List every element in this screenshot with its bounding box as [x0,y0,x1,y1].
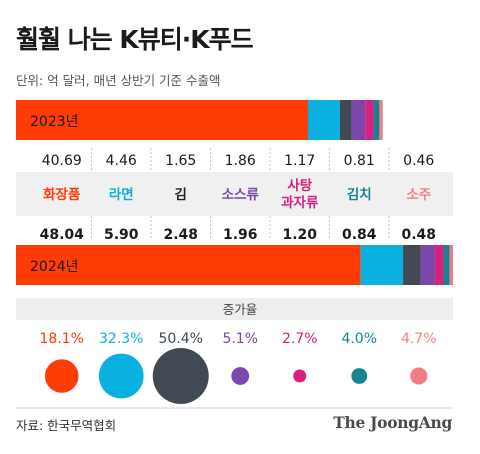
value-label: 48.04 [40,227,85,243]
growth-header-band [16,298,453,320]
bar-segment [365,100,374,140]
growth-circle [152,348,209,404]
growth-rate-label: 4.0% [341,331,377,347]
value-label: 1.65 [165,153,196,169]
growth-circle [351,368,368,384]
category-label: 김 [175,187,187,203]
value-label: 1.96 [223,227,258,243]
growth-rate-label: 2.7% [282,331,318,347]
growth-rate-label: 50.4% [159,331,203,347]
growth-title: 증가율 [223,302,258,317]
value-label: 5.90 [104,227,139,243]
bar-segment [434,245,444,285]
category-label: 라면 [109,186,134,203]
bar-segment [307,100,340,140]
bar-segment [16,245,361,285]
growth-circle [410,367,428,385]
source-note: 자료: 한국무역협회 [16,418,117,433]
growth-rate-label: 32.3% [99,331,143,347]
value-label: 0.48 [401,227,436,243]
value-label: 4.46 [106,153,137,169]
value-label: 1.86 [225,153,256,169]
bar-segment [420,245,435,285]
value-label: 0.84 [342,227,377,243]
value-label: 1.20 [282,227,317,243]
value-label: 0.81 [344,153,375,169]
growth-rate-label: 4.7% [401,331,437,347]
series-name-label: 2023년 [30,114,79,130]
bar-segment [449,245,453,285]
growth-circle [231,367,250,385]
bar-segment [360,245,404,285]
bar-segment [443,245,450,285]
brand-logo: The JoongAng [333,413,452,432]
bar-segment [373,100,380,140]
bar-segment [339,100,352,140]
chart-title: 훨훨 나는 K뷰티·K푸드 [16,25,254,54]
growth-circle [44,359,79,393]
growth-circle [293,369,307,383]
growth-rate-label: 5.1% [222,331,258,347]
category-label: 사탕 [287,177,312,194]
category-label: 과자류 [281,195,319,211]
category-band [16,172,453,216]
value-label: 1.17 [284,153,315,169]
category-label: 김치 [347,187,372,203]
bar-segment [16,100,308,140]
category-label: 소스류 [222,187,260,203]
growth-circle [98,353,144,399]
value-label: 2.48 [163,227,198,243]
value-label: 0.46 [403,153,434,169]
bar-segment [403,245,421,285]
series-name-label: 2024년 [30,259,79,275]
category-label: 화장품 [43,186,80,203]
bar-segment [379,100,383,140]
growth-rate-label: 18.1% [40,331,84,347]
bar-segment [351,100,366,140]
value-label: 40.69 [42,153,82,169]
unit-note: 단위: 억 달러, 매년 상반기 기준 수출액 [16,73,221,88]
category-label: 소주 [406,187,431,203]
